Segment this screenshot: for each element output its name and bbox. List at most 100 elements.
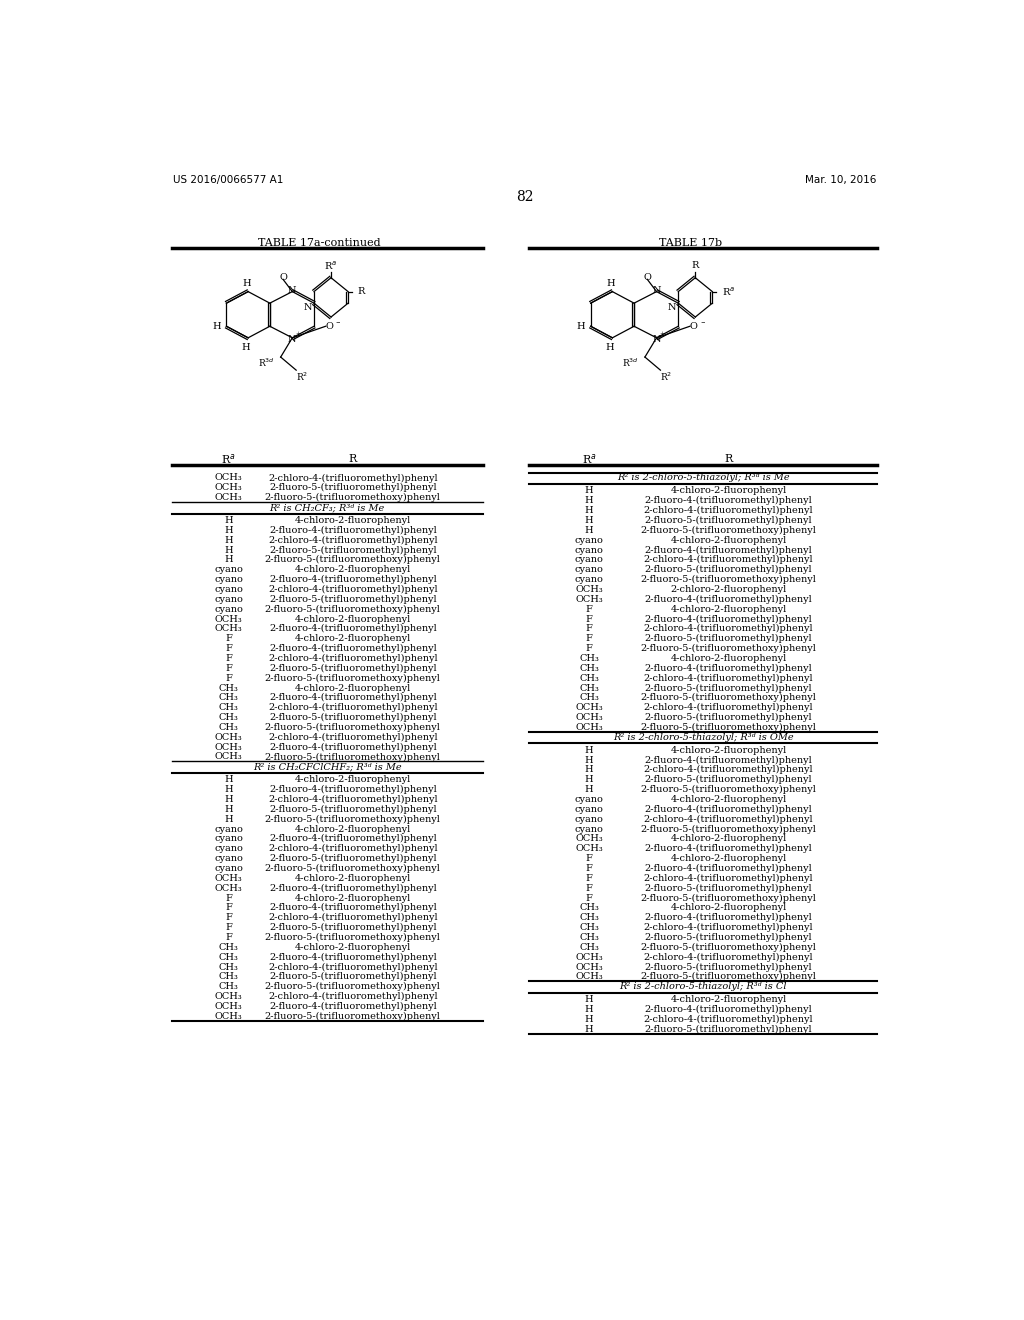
Text: 2-fluoro-5-(trifluoromethoxy)phenyl: 2-fluoro-5-(trifluoromethoxy)phenyl [641,825,816,834]
Text: OCH₃: OCH₃ [215,624,243,634]
Text: H: H [585,746,594,755]
Text: CH₃: CH₃ [580,942,599,952]
Text: 2-chloro-4-(trifluoromethyl)phenyl: 2-chloro-4-(trifluoromethyl)phenyl [268,993,437,1001]
Text: OCH₃: OCH₃ [215,1002,243,1011]
Text: F: F [586,865,593,873]
Text: N: N [652,285,660,294]
Text: 2-fluoro-5-(trifluoromethyl)phenyl: 2-fluoro-5-(trifluoromethyl)phenyl [269,854,436,863]
Text: 2-chloro-4-(trifluoromethyl)phenyl: 2-chloro-4-(trifluoromethyl)phenyl [644,506,813,515]
Text: O: O [643,273,651,282]
Text: OCH₃: OCH₃ [575,834,603,843]
Text: 2-chloro-4-(trifluoromethyl)phenyl: 2-chloro-4-(trifluoromethyl)phenyl [268,733,437,742]
Text: 2-fluoro-5-(trifluoromethoxy)phenyl: 2-fluoro-5-(trifluoromethoxy)phenyl [641,785,816,795]
Text: 2-chloro-4-(trifluoromethyl)phenyl: 2-chloro-4-(trifluoromethyl)phenyl [644,704,813,713]
Text: N: N [652,335,660,343]
Text: H: H [585,1005,594,1014]
Text: H: H [224,556,233,565]
Text: 2-fluoro-5-(trifluoromethyl)phenyl: 2-fluoro-5-(trifluoromethyl)phenyl [645,634,812,643]
Text: H: H [224,536,233,545]
Text: 2-fluoro-5-(trifluoromethoxy)phenyl: 2-fluoro-5-(trifluoromethoxy)phenyl [265,723,440,733]
Text: 2-chloro-4-(trifluoromethyl)phenyl: 2-chloro-4-(trifluoromethyl)phenyl [644,673,813,682]
Text: CH₃: CH₃ [219,713,239,722]
Text: cyano: cyano [574,805,603,814]
Text: 2-fluoro-4-(trifluoromethyl)phenyl: 2-fluoro-4-(trifluoromethyl)phenyl [269,1002,436,1011]
Text: 2-fluoro-5-(trifluoromethoxy)phenyl: 2-fluoro-5-(trifluoromethoxy)phenyl [265,494,440,502]
Text: 2-fluoro-4-(trifluoromethyl)phenyl: 2-fluoro-4-(trifluoromethyl)phenyl [269,953,436,962]
Text: 2-fluoro-4-(trifluoromethyl)phenyl: 2-fluoro-4-(trifluoromethyl)phenyl [645,496,812,506]
Text: OCH₃: OCH₃ [215,993,243,1001]
Text: R: R [725,454,733,463]
Text: 2-fluoro-5-(trifluoromethoxy)phenyl: 2-fluoro-5-(trifluoromethoxy)phenyl [265,982,440,991]
Text: 2-fluoro-5-(trifluoromethoxy)phenyl: 2-fluoro-5-(trifluoromethoxy)phenyl [265,673,440,682]
Text: R: R [357,288,365,296]
Text: 2-fluoro-4-(trifluoromethyl)phenyl: 2-fluoro-4-(trifluoromethyl)phenyl [645,664,812,673]
Text: OCH₃: OCH₃ [575,595,603,603]
Text: H: H [243,280,251,288]
Text: 4-chloro-2-fluorophenyl: 4-chloro-2-fluorophenyl [295,516,411,525]
Text: TABLE 17b: TABLE 17b [659,238,722,248]
Text: H: H [242,343,250,351]
Text: O: O [326,322,334,331]
Text: 2-fluoro-4-(trifluoromethyl)phenyl: 2-fluoro-4-(trifluoromethyl)phenyl [269,785,436,795]
Text: 2-chloro-4-(trifluoromethyl)phenyl: 2-chloro-4-(trifluoromethyl)phenyl [268,913,437,923]
Text: US 2016/0066577 A1: US 2016/0066577 A1 [173,176,284,185]
Text: 2-fluoro-5-(trifluoromethoxy)phenyl: 2-fluoro-5-(trifluoromethoxy)phenyl [265,863,440,873]
Text: 2-fluoro-5-(trifluoromethyl)phenyl: 2-fluoro-5-(trifluoromethyl)phenyl [269,483,436,492]
Text: CH₃: CH₃ [219,684,239,693]
Text: 2-fluoro-4-(trifluoromethyl)phenyl: 2-fluoro-4-(trifluoromethyl)phenyl [645,614,812,623]
Text: cyano: cyano [574,565,603,574]
Text: CH₃: CH₃ [219,942,239,952]
Text: cyano: cyano [214,595,243,603]
Text: 2-fluoro-5-(trifluoromethyl)phenyl: 2-fluoro-5-(trifluoromethyl)phenyl [645,962,812,972]
Text: R² is 2-chloro-5-thiazolyl; R³ᵈ is Me: R² is 2-chloro-5-thiazolyl; R³ᵈ is Me [616,474,790,482]
Text: 4-chloro-2-fluorophenyl: 4-chloro-2-fluorophenyl [671,605,786,614]
Text: O: O [690,322,697,331]
Text: 2-fluoro-4-(trifluoromethyl)phenyl: 2-fluoro-4-(trifluoromethyl)phenyl [269,624,436,634]
Text: H: H [224,545,233,554]
Text: H: H [585,1015,594,1024]
Text: OCH₃: OCH₃ [215,483,243,492]
Text: cyano: cyano [574,576,603,583]
Text: OCH₃: OCH₃ [575,962,603,972]
Text: OCH₃: OCH₃ [575,973,603,981]
Text: H: H [585,775,594,784]
Text: cyano: cyano [214,865,243,873]
Text: R: R [691,261,699,269]
Text: cyano: cyano [574,545,603,554]
Text: cyano: cyano [214,585,243,594]
Text: N: N [288,335,297,343]
Text: R$^a$: R$^a$ [582,451,597,466]
Text: 2-chloro-4-(trifluoromethyl)phenyl: 2-chloro-4-(trifluoromethyl)phenyl [268,474,437,483]
Text: 4-chloro-2-fluorophenyl: 4-chloro-2-fluorophenyl [671,746,786,755]
Text: 2-fluoro-5-(trifluoromethyl)phenyl: 2-fluoro-5-(trifluoromethyl)phenyl [645,713,812,722]
Text: R$^2$: R$^2$ [660,370,673,383]
Text: N: N [668,302,676,312]
Text: 4-chloro-2-fluorophenyl: 4-chloro-2-fluorophenyl [295,775,411,784]
Text: F: F [225,634,232,643]
Text: 2-chloro-4-(trifluoromethyl)phenyl: 2-chloro-4-(trifluoromethyl)phenyl [644,923,813,932]
Text: H: H [585,506,594,515]
Text: 2-fluoro-5-(trifluoromethyl)phenyl: 2-fluoro-5-(trifluoromethyl)phenyl [645,1024,812,1034]
Text: 2-fluoro-5-(trifluoromethoxy)phenyl: 2-fluoro-5-(trifluoromethoxy)phenyl [265,556,440,565]
Text: R$^a$: R$^a$ [325,259,338,272]
Text: 2-fluoro-5-(trifluoromethyl)phenyl: 2-fluoro-5-(trifluoromethyl)phenyl [645,883,812,892]
Text: R$^a$: R$^a$ [722,285,735,298]
Text: 4-chloro-2-fluorophenyl: 4-chloro-2-fluorophenyl [671,903,786,912]
Text: cyano: cyano [574,536,603,545]
Text: 2-fluoro-5-(trifluoromethyl)phenyl: 2-fluoro-5-(trifluoromethyl)phenyl [269,923,436,932]
Text: H: H [212,322,220,331]
Text: CH₃: CH₃ [580,933,599,942]
Text: F: F [586,624,593,634]
Text: +: + [295,331,300,337]
Text: OCH₃: OCH₃ [215,743,243,751]
Text: 2-fluoro-5-(trifluoromethyl)phenyl: 2-fluoro-5-(trifluoromethyl)phenyl [645,775,812,784]
Text: 2-fluoro-5-(trifluoromethoxy)phenyl: 2-fluoro-5-(trifluoromethoxy)phenyl [641,525,816,535]
Text: F: F [586,874,593,883]
Text: CH₃: CH₃ [219,704,239,713]
Text: 2-fluoro-4-(trifluoromethyl)phenyl: 2-fluoro-4-(trifluoromethyl)phenyl [645,755,812,764]
Text: H: H [606,343,614,351]
Text: CH₃: CH₃ [219,953,239,962]
Text: R² is CH₂CFClCHF₂; R³ᵈ is Me: R² is CH₂CFClCHF₂; R³ᵈ is Me [253,763,401,771]
Text: 2-fluoro-4-(trifluoromethyl)phenyl: 2-fluoro-4-(trifluoromethyl)phenyl [645,913,812,923]
Text: CH₃: CH₃ [219,962,239,972]
